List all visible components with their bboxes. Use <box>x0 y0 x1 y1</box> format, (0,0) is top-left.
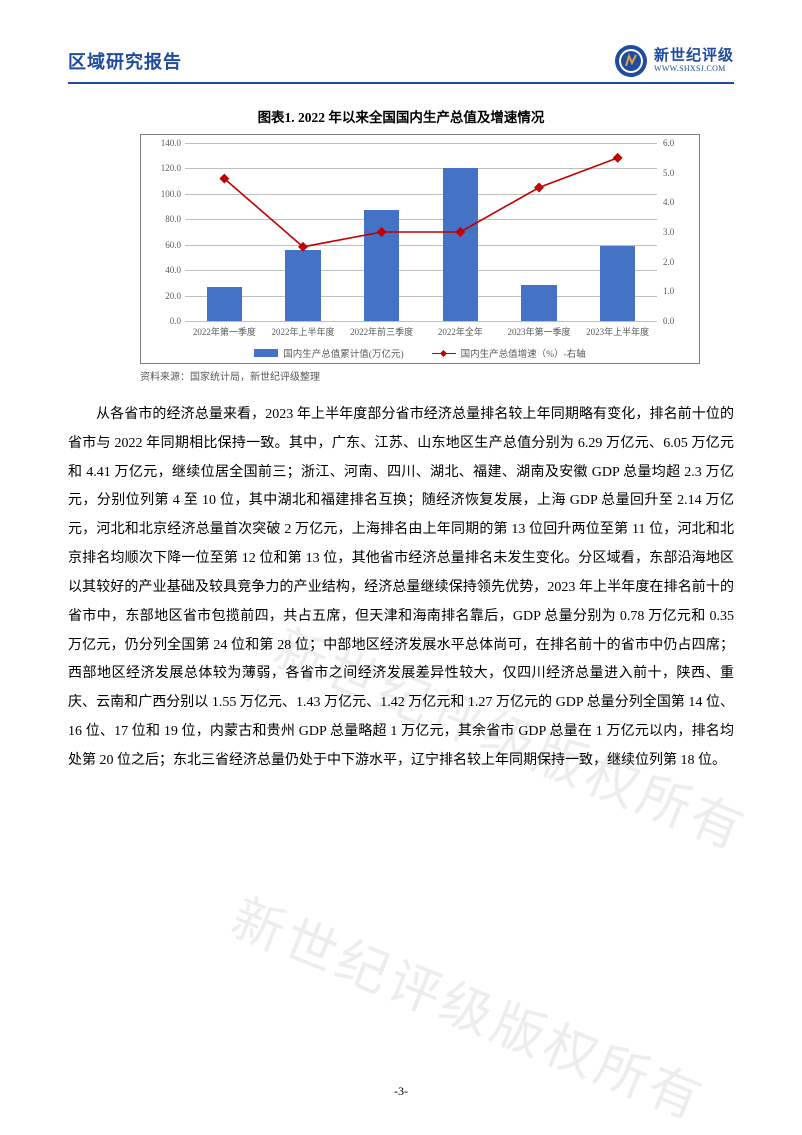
x-axis-label: 2022年全年 <box>416 327 504 337</box>
brand-seal-icon <box>614 44 648 78</box>
page-number: -3- <box>0 1084 802 1099</box>
brand: 新世纪评级 WWW.SHXSJ.COM <box>614 44 734 78</box>
x-axis-label: 2022年上半年度 <box>259 327 347 337</box>
chart-legend: 国内生产总值累计值(万亿元) 国内生产总值增速（%）-右轴 <box>141 346 699 360</box>
report-category: 区域研究报告 <box>68 48 182 74</box>
x-axis-label: 2022年第一季度 <box>180 327 268 337</box>
legend-bar-label: 国内生产总值累计值(万亿元) <box>283 346 403 360</box>
brand-name-cn: 新世纪评级 <box>654 49 734 65</box>
header-row: 区域研究报告 新世纪评级 WWW.SHXSJ.COM <box>68 44 734 84</box>
chart-title: 图表1. 2022 年以来全国国内生产总值及增速情况 <box>68 106 734 126</box>
chart-source: 资料来源：国家统计局，新世纪评级整理 <box>140 368 734 383</box>
x-axis-label: 2022年前三季度 <box>338 327 426 337</box>
legend-line-label: 国内生产总值增速（%）-右轴 <box>461 346 586 360</box>
chart: 0.020.040.060.080.0100.0120.0140.00.01.0… <box>140 134 700 364</box>
body-paragraph: 从各省市的经济总量来看，2023 年上半年度部分省市经济总量排名较上年同期略有变… <box>68 401 734 776</box>
brand-name-en: WWW.SHXSJ.COM <box>654 65 734 73</box>
line-series <box>185 143 657 321</box>
x-axis-label: 2023年第一季度 <box>495 327 583 337</box>
x-axis-label: 2023年上半年度 <box>574 327 662 337</box>
